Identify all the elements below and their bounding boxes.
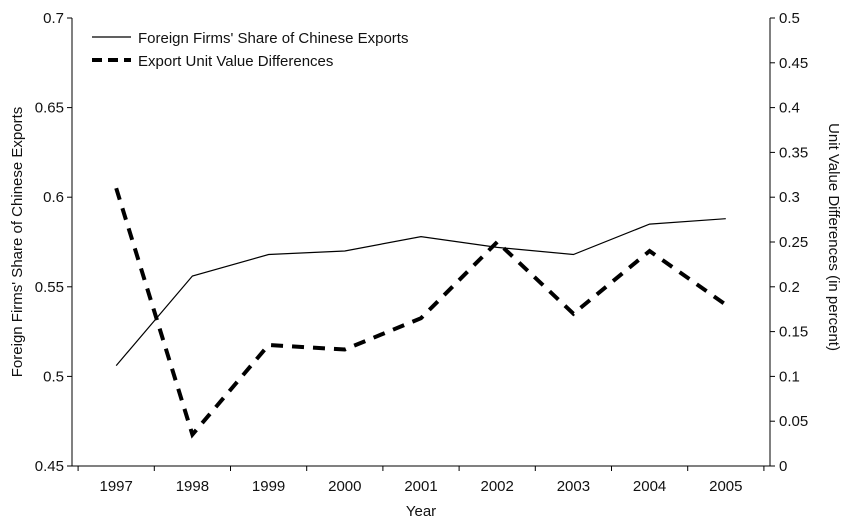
x-tick-label: 1999 [252,478,285,495]
left-y-axis-title: Foreign Firms' Share of Chinese Exports [9,107,26,377]
right-tick-label: 0.15 [779,324,808,341]
x-axis: 1997 1998 1999 2000 2001 2002 2003 2004 2005 [72,465,770,495]
left-tick-label: 0.7 [43,10,64,27]
right-tick-label: 0.25 [779,234,808,251]
legend: Foreign Firms' Share of Chinese Exports … [92,30,408,70]
right-tick-label: 0.35 [779,144,808,161]
right-tick-label: 0.3 [779,189,800,206]
plot-area [114,187,727,439]
x-axis-title: Year [406,503,436,519]
x-tick-label: 1997 [100,478,133,495]
x-tick-label: 2005 [709,478,742,495]
x-tick-label: 2000 [328,478,361,495]
legend-label-unit-value: Export Unit Value Differences [138,53,333,70]
series-line-foreign-share [115,218,726,366]
left-tick-label: 0.5 [43,368,64,385]
x-tick-label: 1998 [176,478,209,495]
legend-label-foreign-share: Foreign Firms' Share of Chinese Exports [138,30,408,47]
x-tick-label: 2002 [481,478,514,495]
right-tick-label: 0.05 [779,413,808,430]
left-tick-label: 0.6 [43,189,64,206]
right-tick-label: 0.2 [779,279,800,296]
x-tick-label: 2004 [633,478,666,495]
x-tick-label: 2001 [404,478,437,495]
right-y-axis-title: Unit Value Differences (in percent) [825,123,842,351]
left-y-axis: 0.45 0.5 0.55 0.6 0.65 0.7 [35,10,73,475]
right-tick-label: 0.4 [779,100,800,117]
right-tick-label: 0.1 [779,368,800,385]
left-tick-label: 0.65 [35,100,64,117]
right-tick-label: 0.5 [779,10,800,27]
left-tick-label: 0.55 [35,279,64,296]
left-tick-label: 0.45 [35,458,64,475]
series-line-unit-value [114,187,727,439]
right-tick-label: 0.45 [779,55,808,72]
right-y-axis: 0 0.05 0.1 0.15 0.2 0.25 0.3 0.35 0.4 0.45 0.5 [769,10,808,475]
right-tick-label: 0 [779,458,787,475]
x-tick-label: 2003 [557,478,590,495]
